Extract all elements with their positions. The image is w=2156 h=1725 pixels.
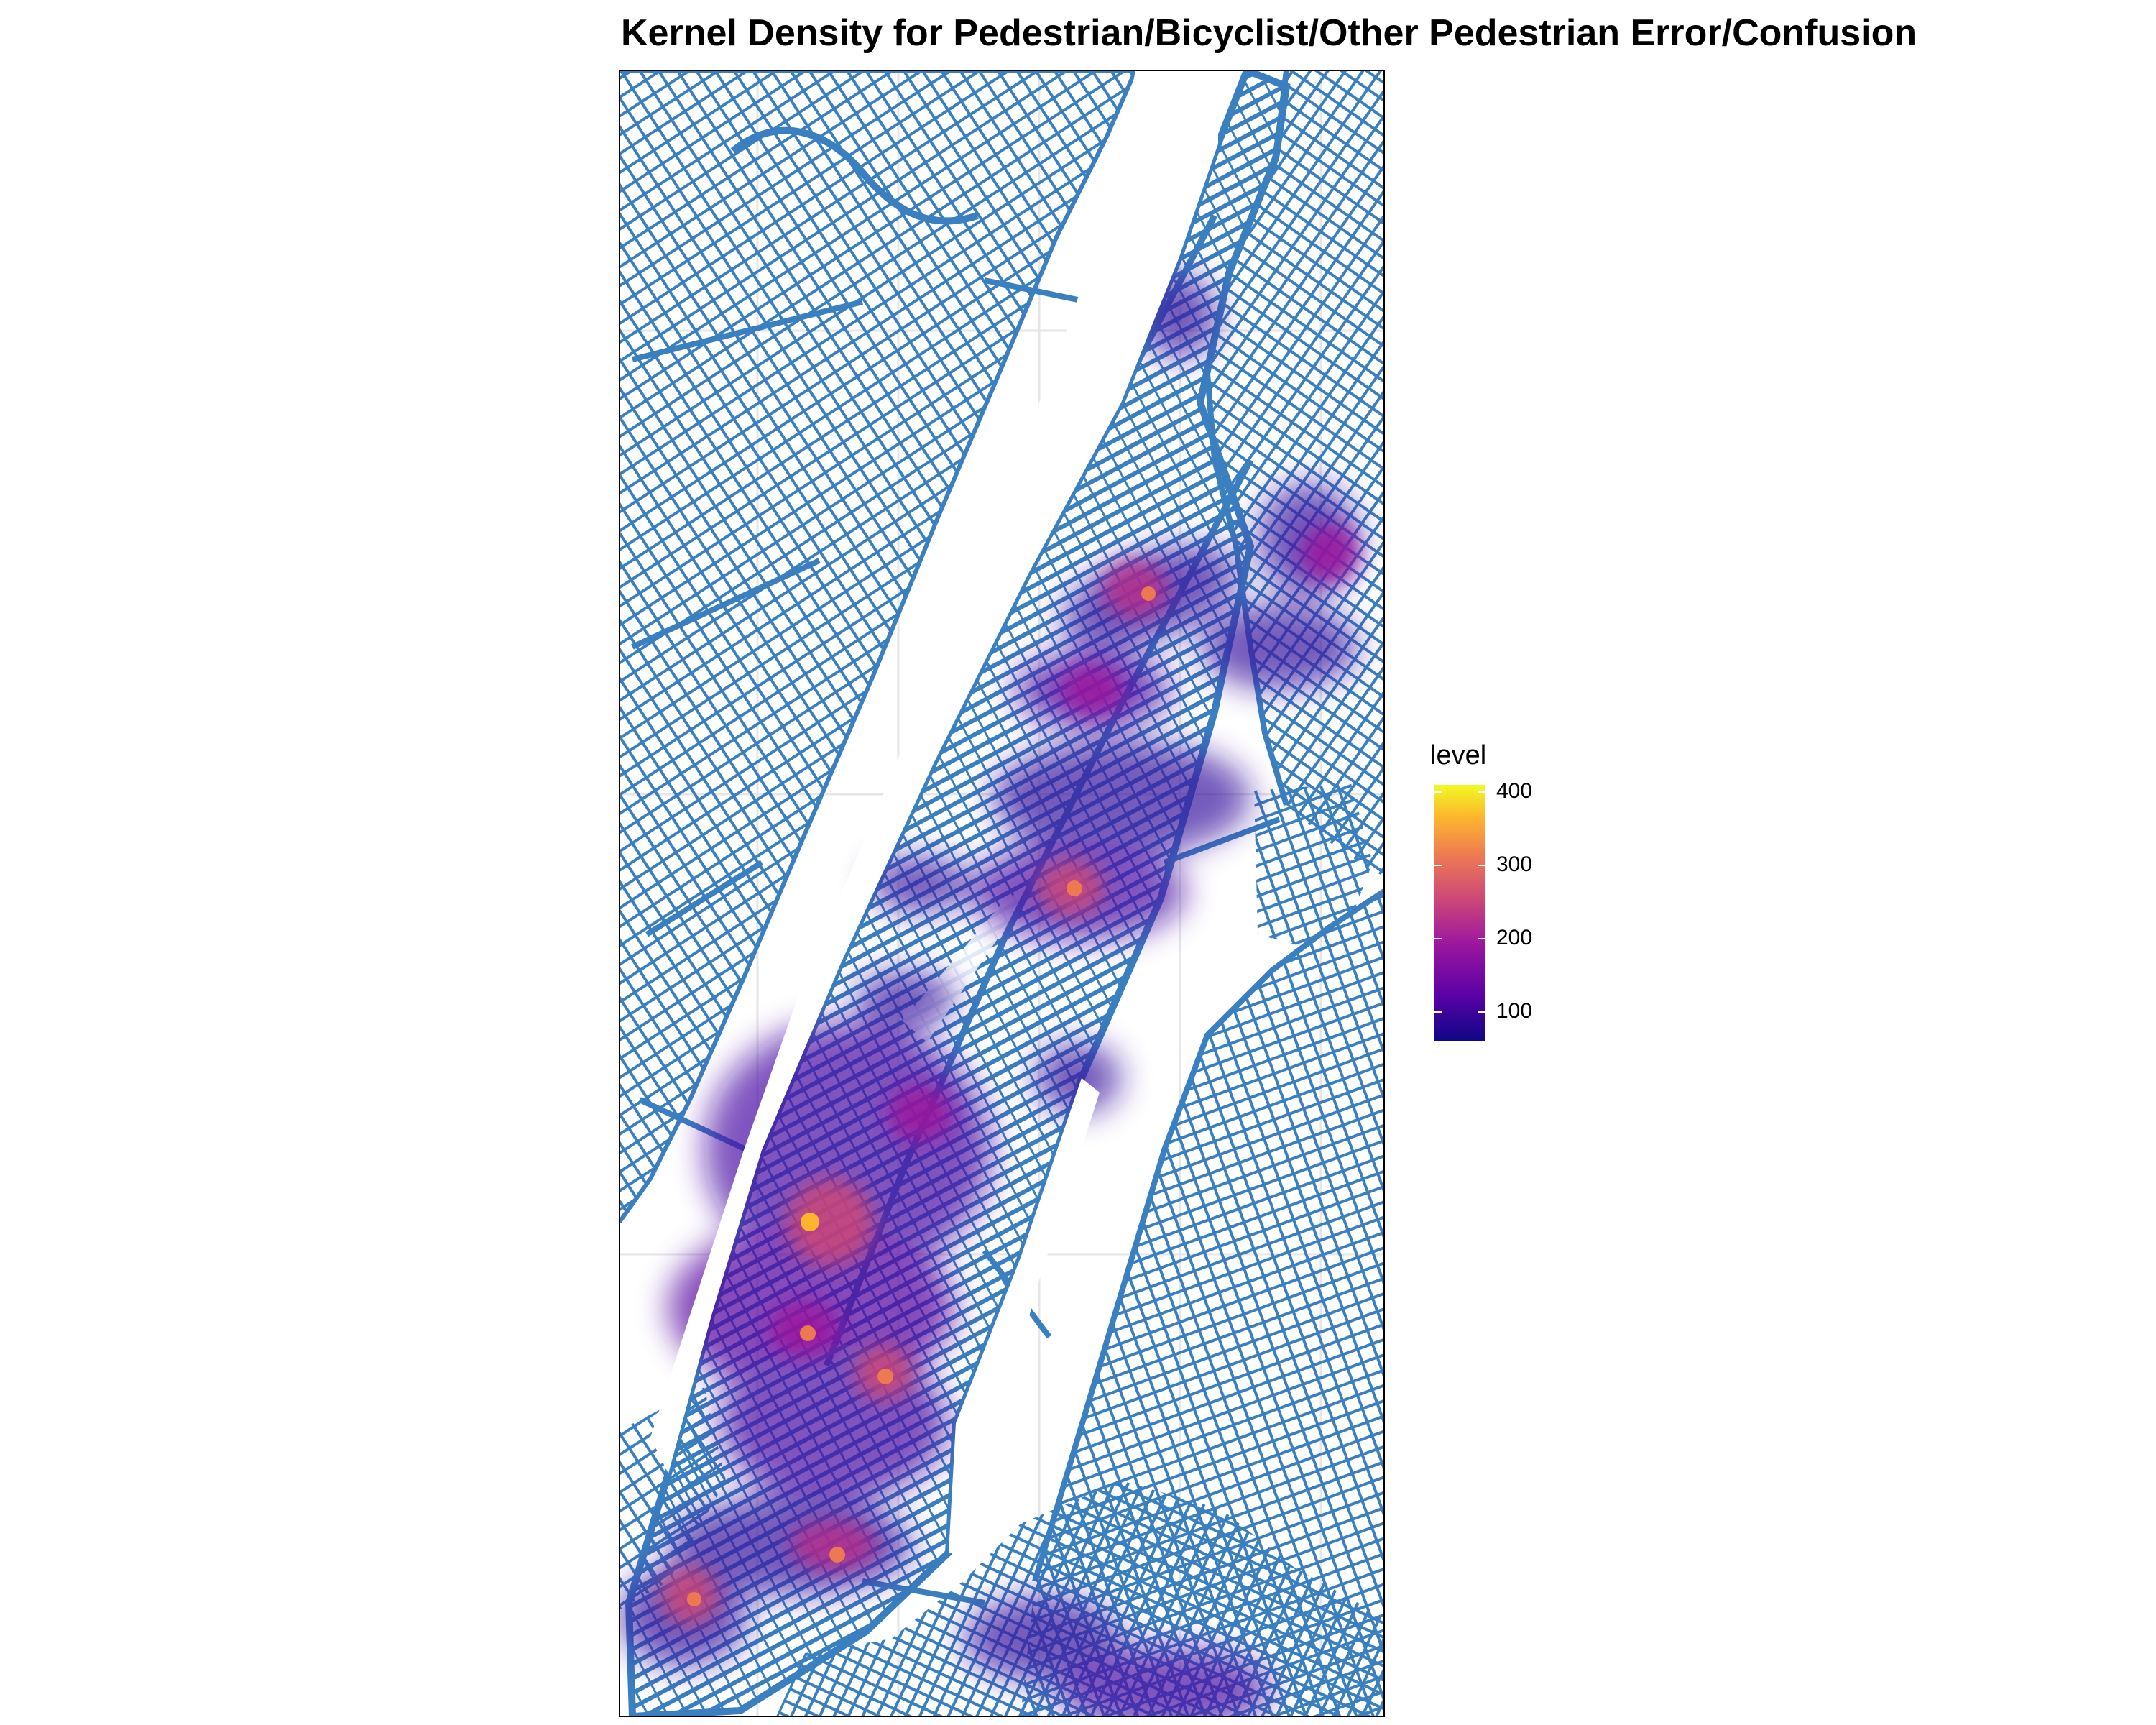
legend-tick-label: 100 <box>1496 999 1533 1023</box>
legend-tick-label: 200 <box>1496 926 1533 949</box>
legend-title: level <box>1430 740 1487 770</box>
map-panel-border <box>619 70 1385 1717</box>
legend-tick-label: 300 <box>1496 852 1533 876</box>
legend-tick <box>1434 791 1442 793</box>
legend-tick <box>1478 938 1485 939</box>
rivers <box>650 70 1218 1552</box>
legend-tick <box>1434 938 1442 939</box>
legend-colorbar <box>1434 785 1485 1041</box>
randalls-island <box>1254 783 1373 956</box>
density-peaks <box>687 586 1156 1606</box>
legend: level 400 300 200 100 <box>1430 740 1646 1064</box>
legend-tick-label: 400 <box>1496 779 1533 803</box>
legend-tick <box>1434 865 1442 866</box>
bronx-streets <box>1204 70 1384 877</box>
map-panel <box>619 70 1384 1716</box>
map-title: Kernel Density for Pedestrian/Bicyclist/… <box>621 12 1917 54</box>
legend-tick <box>1478 1011 1485 1013</box>
legend-tick <box>1434 1011 1442 1013</box>
new-jersey-streets <box>619 70 1138 1223</box>
legend-tick <box>1478 791 1485 793</box>
legend-tick <box>1478 865 1485 866</box>
